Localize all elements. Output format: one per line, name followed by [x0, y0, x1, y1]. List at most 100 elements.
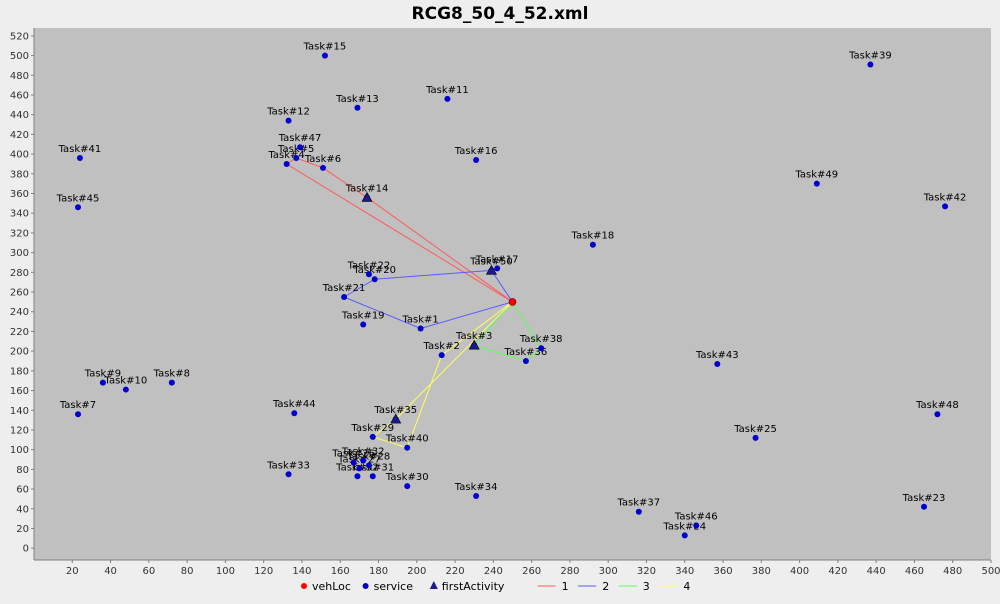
legend-label: vehLoc — [312, 580, 351, 593]
service-label: Task#30 — [385, 472, 429, 483]
service-label: Task#50 — [469, 256, 513, 267]
service-label: Task#37 — [616, 498, 660, 509]
service-point — [350, 459, 357, 466]
service-point — [365, 462, 372, 469]
service-label: Task#8 — [153, 369, 190, 380]
service-point — [369, 473, 376, 480]
y-tick-label: 260 — [10, 288, 29, 299]
service-label: Task#7 — [59, 400, 96, 411]
legend-marker-firstActivity — [429, 581, 438, 589]
service-point — [813, 180, 820, 187]
legend-label: 2 — [602, 580, 609, 593]
service-point — [867, 61, 874, 68]
service-point — [635, 508, 642, 515]
legend: vehLoc service firstActivity 1 2 3 4 — [301, 580, 690, 593]
legend-marker-vehLoc — [301, 583, 307, 589]
service-point — [404, 444, 411, 451]
service-point — [360, 457, 367, 464]
y-tick-label: 80 — [16, 465, 29, 476]
y-tick-label: 420 — [10, 130, 29, 141]
first-activity-marker — [390, 413, 402, 424]
service-label: Task#42 — [923, 192, 967, 203]
y-tick-label: 60 — [16, 485, 29, 496]
y-tick-label: 440 — [10, 110, 29, 121]
service-label: Task#33 — [266, 460, 310, 471]
service-point — [285, 471, 292, 478]
service-point — [320, 164, 327, 171]
service-label: Task#9 — [84, 369, 121, 380]
service-label: Task#43 — [695, 350, 739, 361]
y-tick-label: 360 — [10, 189, 29, 200]
service-label: Task#28 — [347, 451, 391, 462]
x-tick-label: 120 — [254, 566, 273, 577]
service-label: Task#22 — [347, 260, 391, 271]
y-tick-label: 320 — [10, 228, 29, 239]
service-label: Task#10 — [104, 376, 148, 387]
data-points — [75, 52, 949, 539]
x-tick-label: 140 — [292, 566, 311, 577]
y-tick-label: 480 — [10, 71, 29, 82]
x-tick-label: 460 — [905, 566, 924, 577]
service-label: Task#12 — [266, 107, 310, 118]
y-tick-label: 380 — [10, 169, 29, 180]
service-point — [522, 357, 529, 364]
x-tick-label: 60 — [142, 566, 155, 577]
service-point — [291, 410, 298, 417]
service-label: Task#48 — [915, 400, 959, 411]
service-label: Task#23 — [902, 493, 946, 504]
y-tick-label: 520 — [10, 31, 29, 42]
y-tick-label: 160 — [10, 386, 29, 397]
service-label: Task#21 — [322, 283, 366, 294]
x-tick-label: 320 — [637, 566, 656, 577]
x-tick-label: 300 — [599, 566, 618, 577]
service-label: Task#41 — [58, 144, 102, 155]
y-tick-label: 500 — [10, 51, 29, 62]
service-point — [365, 271, 372, 278]
service-label: Task#11 — [425, 85, 469, 96]
service-label: Task#47 — [278, 133, 322, 144]
x-tick-label: 160 — [331, 566, 350, 577]
service-label: Task#45 — [56, 193, 100, 204]
y-tick-label: 220 — [10, 327, 29, 338]
service-label: Task#36 — [504, 347, 548, 358]
x-tick-label: 20 — [66, 566, 79, 577]
x-tick-label: 500 — [981, 566, 1000, 577]
vehicle-location-point — [508, 298, 517, 306]
service-label: Task#14 — [345, 183, 389, 194]
y-tick-label: 20 — [16, 524, 29, 535]
legend-label: 4 — [683, 580, 690, 593]
x-tick-label: 80 — [181, 566, 194, 577]
y-tick-label: 40 — [16, 504, 29, 515]
service-label: Task#32 — [341, 446, 385, 457]
x-tick-label: 380 — [752, 566, 771, 577]
y-tick-label: 300 — [10, 248, 29, 259]
y-tick-label: 200 — [10, 347, 29, 358]
service-point — [285, 117, 292, 124]
route-1-line — [285, 157, 513, 303]
service-point — [934, 411, 941, 418]
service-point — [538, 345, 545, 352]
service-point — [99, 379, 106, 386]
service-label: Task#1 — [401, 314, 438, 325]
legend-label: firstActivity — [442, 580, 505, 593]
service-point — [404, 483, 411, 490]
service-point — [356, 465, 363, 472]
y-tick-label: 400 — [10, 150, 29, 161]
service-point — [942, 203, 949, 210]
service-point — [75, 411, 82, 418]
service-point — [341, 293, 348, 300]
route-2-line — [342, 269, 513, 330]
service-label: Task#3 — [455, 331, 492, 342]
service-label: Task#44 — [272, 399, 316, 410]
service-label: Task#46 — [674, 512, 718, 523]
x-tick-label: 280 — [560, 566, 579, 577]
x-tick-label: 240 — [484, 566, 503, 577]
service-label: Task#27 — [337, 454, 381, 465]
x-tick-label: 440 — [867, 566, 886, 577]
x-tick-label: 180 — [369, 566, 388, 577]
service-label: Task#26 — [331, 448, 375, 459]
x-tick-label: 260 — [522, 566, 541, 577]
legend-label: service — [374, 580, 414, 593]
